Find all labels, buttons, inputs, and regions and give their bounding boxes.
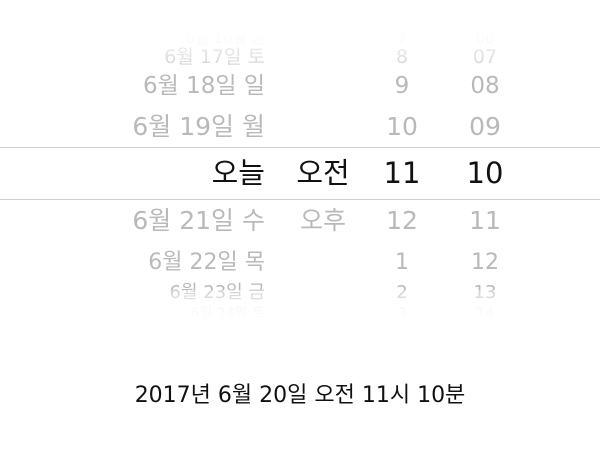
ampm-wheel[interactable]: 오전 오후 xyxy=(278,30,368,320)
selection-bottom-divider xyxy=(0,199,600,200)
selected-datetime-text: 2017년 6월 20일 오전 11시 10분 xyxy=(134,383,466,408)
minute-option[interactable]: 11 xyxy=(469,206,501,235)
date-wheel[interactable]: 6월 16일 금 6월 17일 토 6월 18일 일 6월 19일 월 오늘 6… xyxy=(0,30,265,320)
date-option[interactable]: 6월 24일 토 xyxy=(190,306,265,320)
hour-option[interactable]: 3 xyxy=(397,306,407,320)
selection-top-divider xyxy=(0,147,600,148)
minute-option[interactable]: 08 xyxy=(470,73,500,99)
minute-wheel[interactable]: 06 07 08 09 10 11 12 13 14 xyxy=(452,30,518,320)
ampm-option[interactable]: 오후 xyxy=(299,206,346,235)
hour-option[interactable]: 1 xyxy=(395,250,409,275)
minute-option[interactable]: 09 xyxy=(469,112,501,141)
date-time-picker[interactable]: 6월 16일 금 6월 17일 토 6월 18일 일 6월 19일 월 오늘 6… xyxy=(0,30,600,320)
ampm-option-selected[interactable]: 오전 xyxy=(296,156,350,190)
hour-option[interactable]: 12 xyxy=(386,206,418,235)
date-option[interactable]: 6월 19일 월 xyxy=(132,112,265,141)
hour-option-selected[interactable]: 11 xyxy=(383,156,421,190)
date-option-selected[interactable]: 오늘 xyxy=(211,156,265,190)
date-option[interactable]: 6월 21일 수 xyxy=(132,206,265,235)
minute-option[interactable]: 14 xyxy=(476,306,494,320)
hour-wheel[interactable]: 7 8 9 10 11 12 1 2 3 xyxy=(370,30,434,320)
hour-option[interactable]: 10 xyxy=(386,112,418,141)
hour-option[interactable]: 9 xyxy=(394,73,410,99)
minute-option-selected[interactable]: 10 xyxy=(466,156,504,190)
date-option[interactable]: 6월 22일 목 xyxy=(148,250,265,275)
date-option[interactable]: 6월 18일 일 xyxy=(142,73,265,99)
minute-option[interactable]: 12 xyxy=(471,250,499,275)
